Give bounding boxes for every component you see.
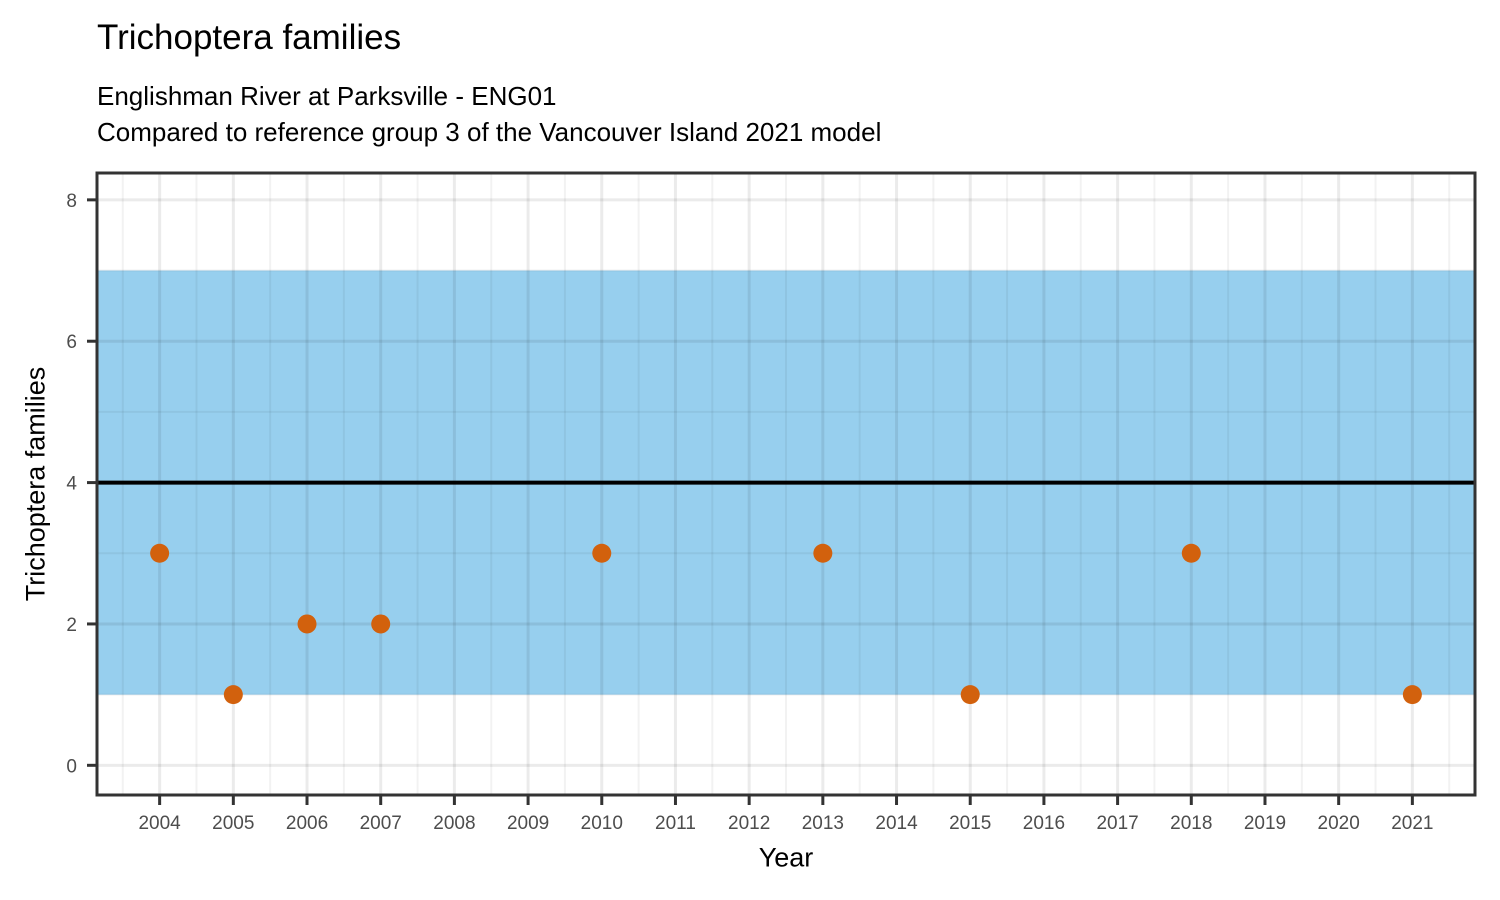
- x-tick-label: 2019: [1244, 813, 1286, 834]
- x-tick-label: 2004: [138, 813, 181, 834]
- panel-border: [95, 171, 1477, 797]
- x-tick-label: 2021: [1391, 813, 1433, 834]
- y-tick-label: 2: [66, 615, 77, 636]
- data-point: [592, 543, 612, 563]
- data-point: [960, 685, 980, 705]
- chart-subtitle-line-2: Compared to reference group 3 of the Van…: [97, 117, 882, 147]
- x-tick-label: 2010: [581, 813, 623, 834]
- x-tick-label: 2020: [1318, 813, 1360, 834]
- y-tick-label: 8: [66, 191, 77, 212]
- data-point: [223, 685, 243, 705]
- data-point: [1402, 685, 1422, 705]
- x-tick-label: 2016: [1023, 813, 1065, 834]
- chart-subtitle-line-1: Englishman River at Parksville - ENG01: [97, 81, 557, 111]
- y-tick-label: 4: [66, 474, 77, 495]
- x-tick-label: 2009: [507, 813, 549, 834]
- x-tick-label: 2014: [875, 813, 918, 834]
- data-point: [150, 543, 170, 563]
- y-tick-label: 0: [66, 756, 77, 777]
- y-axis-title: Trichoptera families: [20, 366, 51, 602]
- x-tick-label: 2012: [728, 813, 770, 834]
- x-tick-label: 2011: [655, 813, 696, 834]
- x-tick-label: 2013: [802, 813, 844, 834]
- data-point: [1181, 543, 1201, 563]
- x-tick-label: 2017: [1096, 813, 1138, 834]
- data-point: [297, 614, 317, 634]
- data-point: [813, 543, 833, 563]
- x-tick-label: 2005: [212, 813, 254, 834]
- x-tick-label: 2018: [1170, 813, 1212, 834]
- y-tick-label: 6: [66, 332, 77, 353]
- x-axis-title: Year: [758, 842, 814, 873]
- chart-title: Trichoptera families: [97, 18, 402, 57]
- x-tick-label: 2015: [949, 813, 991, 834]
- data-point: [371, 614, 391, 634]
- x-tick-label: 2008: [433, 813, 475, 834]
- x-tick-label: 2007: [360, 813, 402, 834]
- x-tick-label: 2006: [286, 813, 328, 834]
